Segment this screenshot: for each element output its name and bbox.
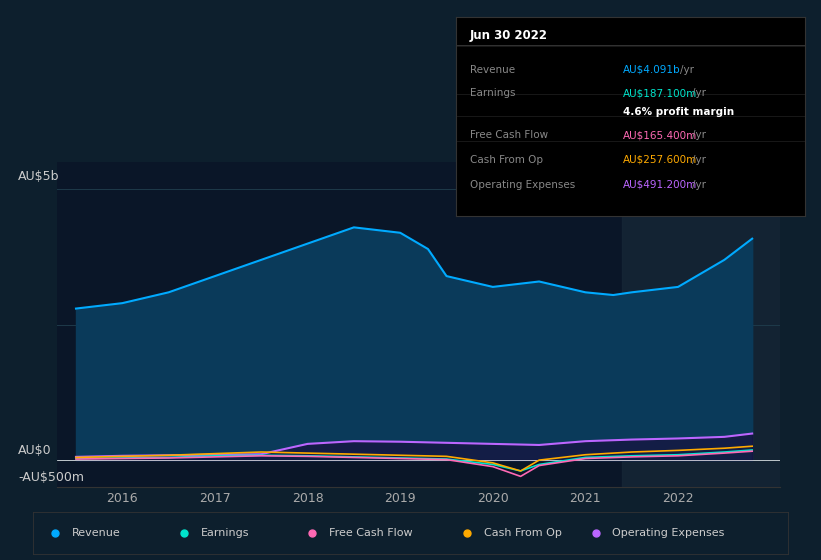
Text: Free Cash Flow: Free Cash Flow	[470, 130, 548, 140]
Text: -AU$500m: -AU$500m	[18, 470, 84, 484]
Text: /yr: /yr	[681, 64, 695, 74]
Text: Operating Expenses: Operating Expenses	[612, 529, 725, 538]
Text: Earnings: Earnings	[470, 88, 515, 99]
Text: Earnings: Earnings	[200, 529, 249, 538]
Text: Revenue: Revenue	[470, 64, 515, 74]
Text: AU$165.400m: AU$165.400m	[623, 130, 697, 140]
Text: AU$491.200m: AU$491.200m	[623, 180, 697, 190]
Text: AU$0: AU$0	[18, 444, 52, 458]
Text: Free Cash Flow: Free Cash Flow	[329, 529, 412, 538]
Text: AU$4.091b: AU$4.091b	[623, 64, 681, 74]
Text: /yr: /yr	[691, 180, 705, 190]
Text: 4.6% profit margin: 4.6% profit margin	[623, 108, 734, 117]
Text: /yr: /yr	[691, 155, 705, 165]
Text: /yr: /yr	[691, 88, 705, 99]
Text: Operating Expenses: Operating Expenses	[470, 180, 575, 190]
Bar	[622, 162, 780, 487]
Text: Jun 30 2022: Jun 30 2022	[470, 29, 548, 42]
Text: Revenue: Revenue	[72, 529, 121, 538]
Text: Cash From Op: Cash From Op	[470, 155, 543, 165]
Text: Cash From Op: Cash From Op	[484, 529, 562, 538]
Text: AU$187.100m: AU$187.100m	[623, 88, 697, 99]
Text: AU$5b: AU$5b	[18, 170, 60, 183]
Text: /yr: /yr	[691, 130, 705, 140]
Text: AU$257.600m: AU$257.600m	[623, 155, 697, 165]
